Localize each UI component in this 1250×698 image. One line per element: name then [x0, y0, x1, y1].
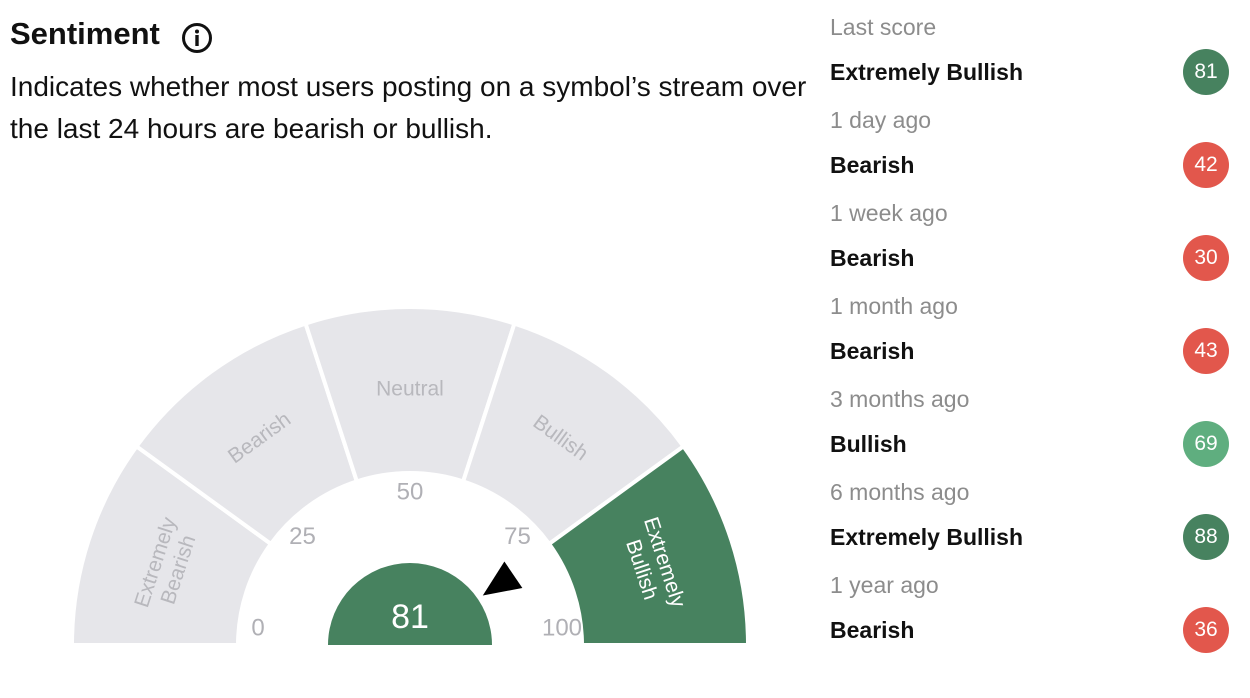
sentiment-label: Bullish: [830, 431, 907, 457]
period-label: 1 year ago: [830, 572, 939, 598]
gauge-segment: [546, 443, 751, 645]
sentiment-label: Bearish: [830, 152, 915, 178]
sentiment-label: Bearish: [830, 338, 915, 364]
period-label: 3 months ago: [830, 386, 970, 412]
description: Indicates whether most users posting on …: [10, 71, 807, 144]
period-label: 6 months ago: [830, 479, 970, 505]
scale-label: 0: [251, 614, 264, 641]
score-badge: 42: [1183, 142, 1229, 188]
period-label: 1 month ago: [830, 293, 958, 319]
sentiment-label: Bearish: [830, 617, 915, 643]
period-label: Last score: [830, 14, 937, 40]
scale-label: 75: [504, 523, 531, 550]
sentiment-label: Bearish: [830, 245, 915, 271]
score-badge: 81: [1183, 49, 1229, 95]
score-badge: 36: [1183, 607, 1229, 653]
info-icon[interactable]: [181, 22, 213, 54]
sentiment-label: Extremely Bullish: [830, 524, 1024, 550]
score-badge: 69: [1183, 421, 1229, 467]
scale-label: 100: [542, 614, 582, 641]
gauge: ExtremelyBearishBearishNeutralBullishExt…: [72, 307, 751, 645]
score-badge: 43: [1183, 328, 1229, 374]
score-value: 81: [391, 598, 429, 636]
title: Sentiment: [10, 16, 160, 51]
score-disk: [328, 563, 492, 645]
scale-label: 25: [289, 523, 316, 550]
segment-label: Neutral: [376, 378, 444, 401]
period-label: 1 day ago: [830, 107, 932, 133]
sentiment-label: Extremely Bullish: [830, 59, 1024, 85]
score-badge: 30: [1183, 235, 1229, 281]
period-label: 1 week ago: [830, 200, 948, 226]
needle: [482, 561, 523, 596]
score-badge: 88: [1183, 514, 1229, 560]
scale-label: 50: [397, 478, 424, 505]
